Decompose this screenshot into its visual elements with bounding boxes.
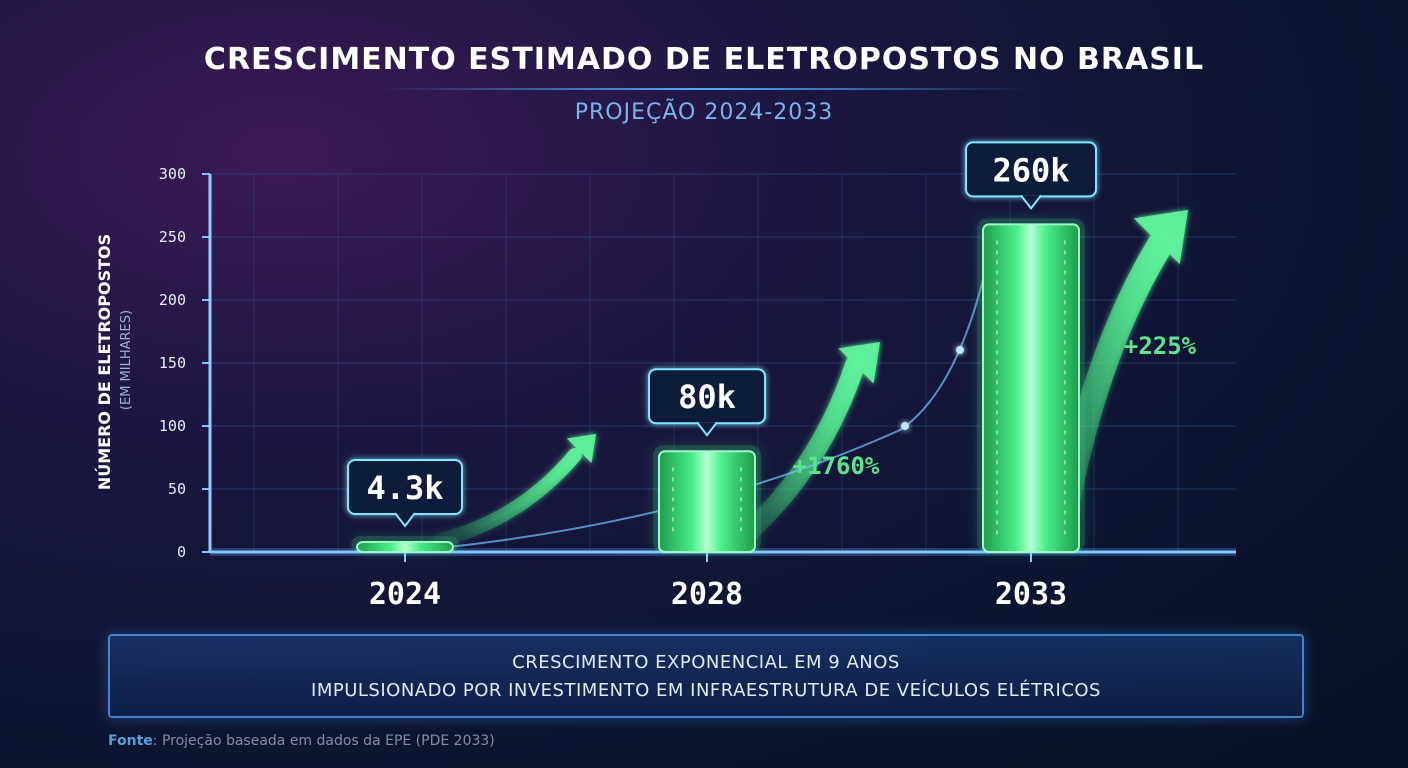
callout-pointer [696, 421, 718, 437]
growth-arrow-head [566, 434, 596, 464]
data-label-callout: 4.3k [347, 459, 463, 528]
info-line-2: IMPULSIONADO POR INVESTIMENTO EM INFRAES… [311, 680, 1101, 701]
info-line-1: CRESCIMENTO EXPONENCIAL EM 9 ANOS [512, 652, 900, 673]
bar-2028 [658, 450, 756, 554]
growth-arrow-head [1133, 210, 1188, 265]
chart-title: CRESCIMENTO ESTIMADO DE ELETROPOSTOS NO … [203, 42, 1205, 77]
labels: 2024 2028 2033 4.3k 80k 260k +1760% +225% [347, 141, 1197, 612]
y-tick-label: 250 [159, 228, 186, 246]
y-tick-label: 50 [168, 480, 186, 498]
chart-subtitle: PROJEÇÃO 2024-2033 [574, 100, 834, 125]
y-tick-label: 100 [159, 417, 186, 435]
title-divider [380, 88, 1028, 90]
x-tick-label: 2028 [671, 577, 743, 612]
data-label: 4.3k [366, 469, 443, 507]
bar-chart: 0 50 100 150 200 250 300 NÚMERO DE ELETROPOSTOS… [95, 141, 1236, 612]
y-tick-label: 0 [177, 543, 186, 561]
growth-arrow [433, 448, 582, 547]
y-axis-title: NÚMERO DE ELETROPOSTOS [95, 234, 114, 490]
trend-point [956, 346, 964, 354]
trend-point [901, 422, 909, 430]
y-tick-label: 150 [159, 354, 186, 372]
data-label: 260k [992, 151, 1069, 189]
source-note: Fonte: Projeção baseada em dados da EPE … [108, 733, 495, 749]
data-label-callout: 260k [965, 141, 1097, 211]
trend-line [439, 249, 991, 549]
info-box: CRESCIMENTO EXPONENCIAL EM 9 ANOS IMPULS… [108, 634, 1304, 718]
bars [351, 218, 1085, 554]
x-tick-label: 2024 [369, 577, 441, 612]
callout-pointer [1020, 194, 1042, 211]
callout-pointer [394, 512, 416, 528]
source-label: Fonte [108, 733, 153, 749]
data-label: 80k [678, 378, 736, 416]
growth-label: +225% [1124, 332, 1197, 360]
y-tick-label: 300 [159, 165, 186, 183]
source-text: : Projeção baseada em dados da EPE (PDE … [152, 733, 495, 749]
y-tick-label: 200 [159, 291, 186, 309]
data-label-callout: 80k [648, 368, 766, 437]
growth-label: +1760% [793, 452, 880, 480]
x-tick-label: 2033 [995, 577, 1067, 612]
bar-2033 [982, 223, 1080, 553]
growth-arrow-head [838, 342, 880, 384]
y-axis-unit: (EM MILHARES) [119, 310, 134, 410]
